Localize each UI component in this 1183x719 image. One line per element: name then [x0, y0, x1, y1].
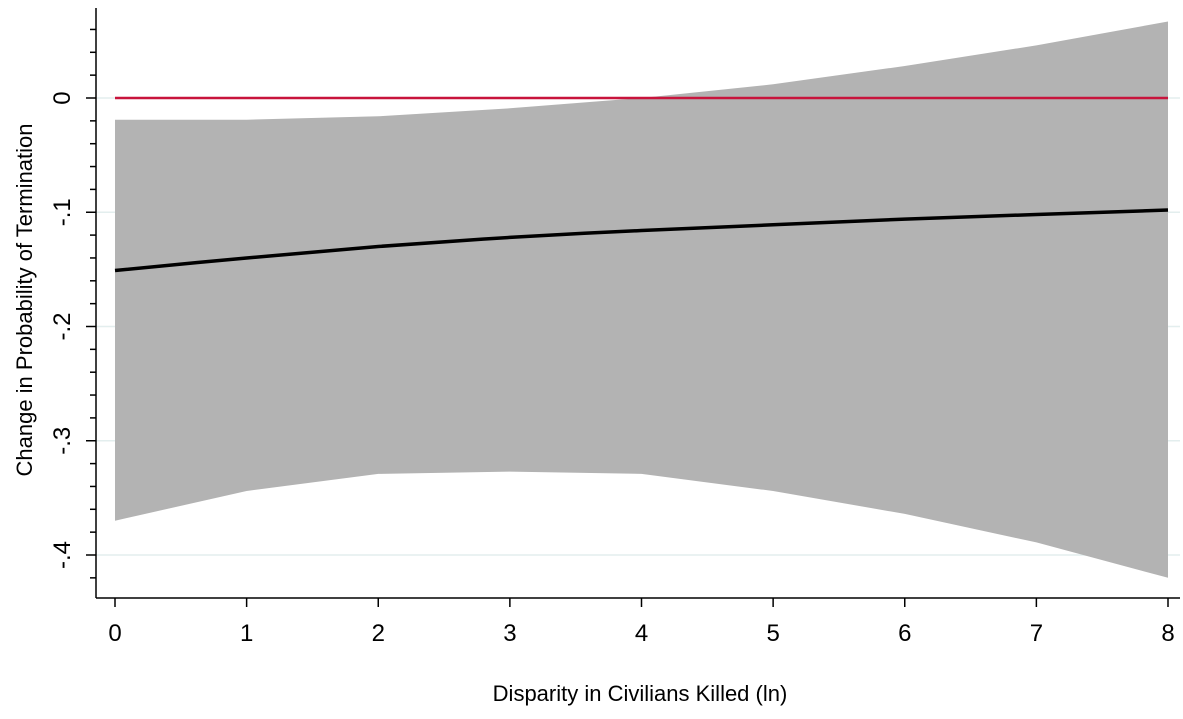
x-tick-label: 5: [766, 620, 779, 647]
y-tick-label: -.1: [49, 198, 76, 226]
y-axis-title: Change in Probability of Termination: [12, 123, 37, 476]
y-tick-label: -.4: [49, 541, 76, 569]
y-axis-ticks: 0 -.1 -.2 -.3 -.4: [49, 28, 96, 579]
x-axis-ticks: 0 1 2 3 4 5 6 7 8: [108, 598, 1175, 647]
x-tick-label: 7: [1030, 620, 1043, 647]
x-tick-label: 1: [240, 620, 253, 647]
x-tick-label: 2: [372, 620, 385, 647]
x-tick-label: 4: [635, 620, 648, 647]
x-tick-label: 3: [503, 620, 516, 647]
y-tick-label: -.3: [49, 427, 76, 455]
confidence-band: [115, 21, 1168, 578]
y-tick-label: -.2: [49, 312, 76, 340]
y-tick-label: 0: [49, 91, 76, 104]
series-line-estimate: [114, 208, 1169, 273]
x-axis-title: Disparity in Civilians Killed (ln): [493, 681, 788, 706]
x-tick-label: 6: [898, 620, 911, 647]
x-tick-label: 0: [108, 620, 121, 647]
x-tick-label: 8: [1161, 620, 1174, 647]
